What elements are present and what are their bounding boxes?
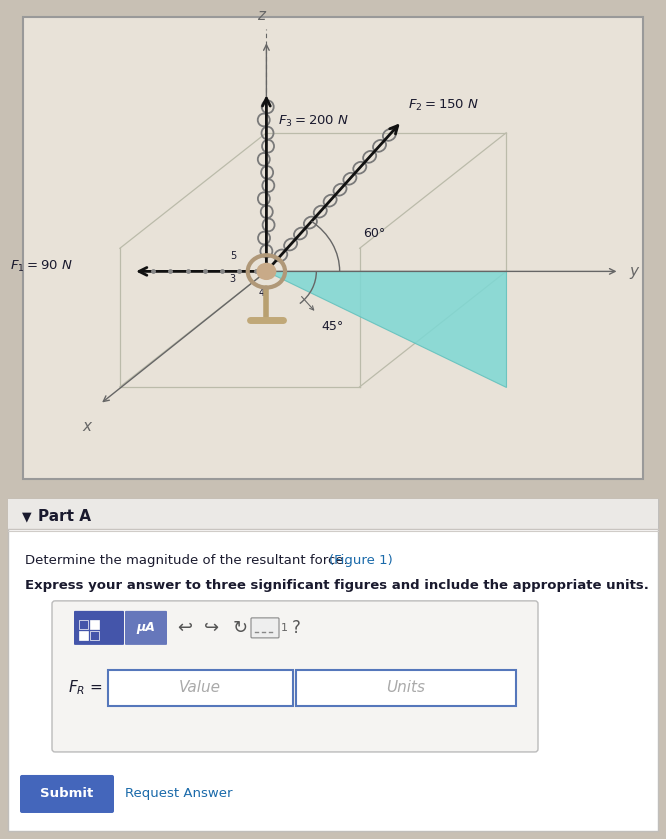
Bar [79,631,88,640]
Polygon shape [266,271,506,387]
Text: z: z [257,8,265,23]
FancyBboxPatch shape [125,611,167,645]
FancyBboxPatch shape [8,499,658,831]
Text: $F_2 = 150$ N: $F_2 = 150$ N [408,97,480,112]
Text: Units: Units [386,680,426,696]
Text: 60°: 60° [363,227,385,240]
Text: y: y [629,264,639,279]
Text: Request Answer: Request Answer [125,788,232,800]
Text: 4: 4 [258,288,264,298]
Text: Express your answer to three significant figures and include the appropriate uni: Express your answer to three significant… [25,580,649,592]
FancyBboxPatch shape [20,775,114,813]
FancyBboxPatch shape [74,611,124,645]
Text: Part A: Part A [38,509,91,524]
Text: μA: μA [137,622,155,634]
Text: $F_3 = 200$ N: $F_3 = 200$ N [278,114,350,129]
Text: 5: 5 [230,251,236,261]
Text: 45°: 45° [321,320,343,333]
Text: ↪: ↪ [204,619,220,637]
Text: 3: 3 [230,274,236,284]
FancyBboxPatch shape [251,618,279,638]
Text: 1: 1 [281,623,288,633]
Bar [8,499,658,529]
FancyBboxPatch shape [108,670,293,706]
Bar [90,620,99,629]
Text: $F_R$ =: $F_R$ = [68,679,103,697]
Circle shape [256,263,276,280]
Text: $F_1 = 90$ N: $F_1 = 90$ N [10,259,73,274]
Text: ?: ? [292,619,300,637]
Text: Submit: Submit [41,788,94,800]
FancyBboxPatch shape [296,670,516,706]
Bar [79,620,88,629]
FancyBboxPatch shape [52,601,538,752]
Text: ↩: ↩ [177,619,192,637]
Text: ▼: ▼ [22,510,31,524]
Text: (Figure 1): (Figure 1) [329,555,393,567]
Bar [90,631,99,640]
Text: x: x [82,419,91,434]
Text: ↻: ↻ [232,619,248,637]
Text: Value: Value [179,680,221,696]
Text: Determine the magnitude of the resultant force.: Determine the magnitude of the resultant… [25,555,352,567]
